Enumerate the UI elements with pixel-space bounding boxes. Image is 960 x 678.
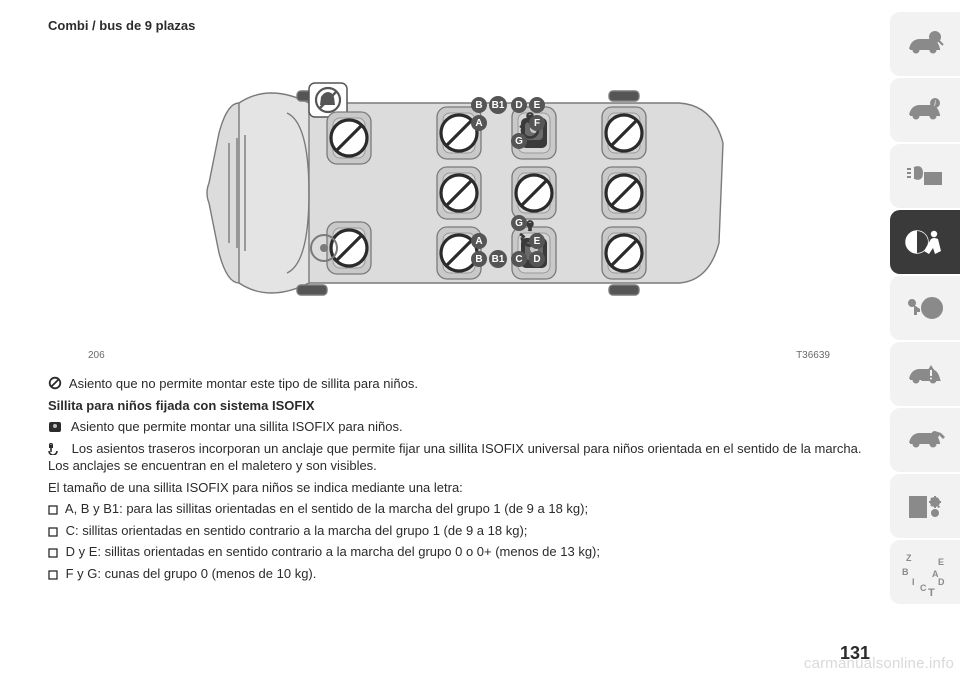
para-isofix-heading: Sillita para niños fijada con sistema IS… <box>48 397 870 415</box>
list-gear-icon <box>905 491 945 521</box>
seating-diagram: B B1 D E A F G G A E B B1 C D <box>179 43 739 343</box>
para-isofix-allowed-text: Asiento que permite montar una sillita I… <box>71 419 403 434</box>
section-tabs: i Z B I C T A D E <box>890 12 960 604</box>
key-wheel-icon <box>905 293 945 323</box>
svg-text:D: D <box>533 254 540 265</box>
list-item-3: D y E: sillitas orientadas en sentido co… <box>48 543 870 561</box>
section-heading: Combi / bus de 9 plazas <box>48 18 870 33</box>
para-anchors: Los asientos traseros incorporan un ancl… <box>48 440 870 475</box>
list-item-2-text: C: sillitas orientadas en sentido contra… <box>66 523 528 538</box>
car-wrench-icon <box>905 425 945 455</box>
svg-text:E: E <box>534 236 541 247</box>
prohibit-icon <box>48 376 62 390</box>
bullet-icon <box>48 527 58 537</box>
tab-5[interactable] <box>890 276 960 340</box>
para-sizes-intro: El tamaño de una sillita ISOFIX para niñ… <box>48 479 870 497</box>
figure-number-right: T36639 <box>796 350 830 361</box>
svg-text:B1: B1 <box>492 254 505 265</box>
bullet-icon <box>48 548 58 558</box>
figure-caption-row: 206 T36639 <box>48 350 870 361</box>
svg-text:E: E <box>534 100 541 111</box>
airbag-icon <box>903 225 947 259</box>
para-prohibited: Asiento que no permite montar este tipo … <box>48 375 870 393</box>
tab-7[interactable] <box>890 408 960 472</box>
svg-text:i: i <box>934 99 936 108</box>
figure-container: B B1 D E A F G G A E B B1 C D <box>48 43 870 346</box>
watermark: carmanualsonline.info <box>804 655 954 672</box>
car-info-icon: i <box>905 95 945 125</box>
list-item-4: F y G: cunas del grupo 0 (menos de 10 kg… <box>48 565 870 583</box>
car-warning-icon <box>905 359 945 389</box>
tab-2[interactable]: i <box>890 78 960 142</box>
tab-1[interactable] <box>890 12 960 76</box>
para-anchors-text: Los asientos traseros incorporan un ancl… <box>48 441 861 474</box>
tab-8[interactable] <box>890 474 960 538</box>
svg-text:C: C <box>515 254 522 265</box>
svg-text:B: B <box>475 254 482 265</box>
tab-6[interactable] <box>890 342 960 406</box>
svg-text:F: F <box>534 118 540 129</box>
svg-text:D: D <box>515 100 522 111</box>
list-item-2: C: sillitas orientadas en sentido contra… <box>48 522 870 540</box>
para-prohibited-text: Asiento que no permite montar este tipo … <box>69 376 418 391</box>
tab-3[interactable] <box>890 144 960 208</box>
bullet-icon <box>48 570 58 580</box>
list-item-1: A, B y B1: para las sillitas orientadas … <box>48 500 870 518</box>
light-envelope-icon <box>905 161 945 191</box>
list-item-3-text: D y E: sillitas orientadas en sentido co… <box>66 544 600 559</box>
list-item-4-text: F y G: cunas del grupo 0 (menos de 10 kg… <box>66 566 317 581</box>
car-magnifier-icon <box>905 29 945 59</box>
childseat-icon <box>48 421 64 433</box>
list-item-1-text: A, B y B1: para las sillitas orientadas … <box>65 501 588 516</box>
tab-9[interactable]: Z B I C T A D E <box>890 540 960 604</box>
svg-text:B: B <box>475 100 482 111</box>
svg-text:G: G <box>515 218 523 229</box>
figure-number-left: 206 <box>88 350 105 361</box>
svg-text:B1: B1 <box>492 100 505 111</box>
para-isofix-allowed: Asiento que permite montar una sillita I… <box>48 418 870 436</box>
anchor-icon <box>48 443 64 455</box>
bullet-icon <box>48 505 58 515</box>
svg-text:G: G <box>515 136 523 147</box>
tab-4-active[interactable] <box>890 210 960 274</box>
body-text: Asiento que no permite montar este tipo … <box>48 375 870 582</box>
manual-page: Combi / bus de 9 plazas <box>0 0 960 678</box>
svg-text:A: A <box>475 118 482 129</box>
index-letters-icon: Z B I C T A D E <box>902 549 948 595</box>
svg-text:A: A <box>475 236 482 247</box>
